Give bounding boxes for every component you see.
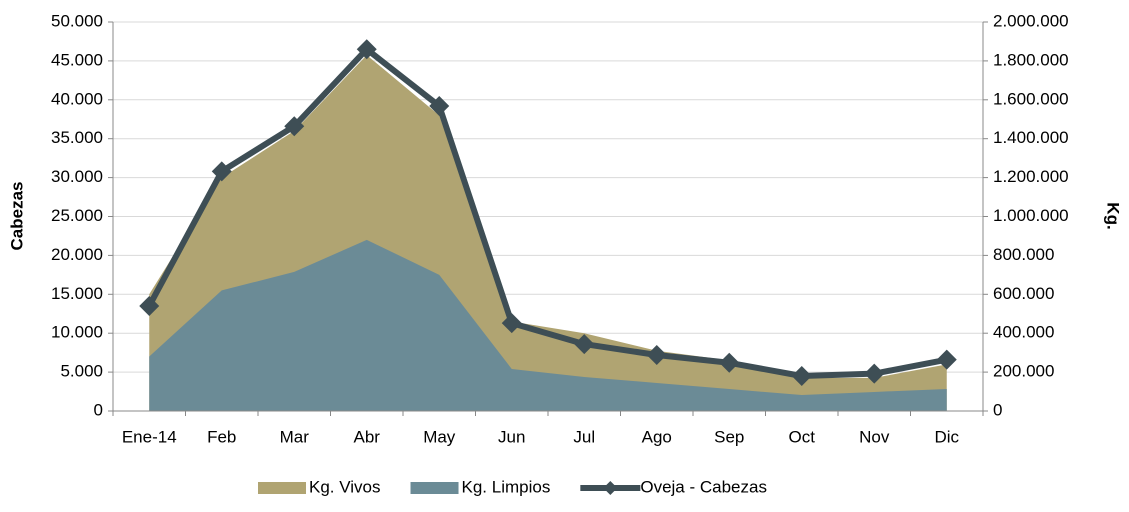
line-marker — [936, 349, 957, 370]
y2-tick-label: 1.200.000 — [993, 167, 1069, 186]
legend-swatch — [603, 481, 618, 495]
x-tick-label: Ene-14 — [122, 427, 177, 446]
x-tick-label: Nov — [859, 427, 890, 446]
y2-tick-label: 400.000 — [993, 323, 1054, 342]
y-tick-label: 50.000 — [51, 11, 103, 30]
line-marker — [429, 96, 450, 117]
y-tick-label: 15.000 — [51, 284, 103, 303]
line — [146, 46, 948, 379]
line-marker — [719, 352, 740, 373]
line-marker — [501, 313, 522, 334]
line-marker — [211, 161, 232, 182]
line-marker — [574, 334, 595, 355]
y2-tick-label: 600.000 — [993, 284, 1054, 303]
y-tick-label: 25.000 — [51, 206, 103, 225]
x-tick-label: May — [423, 427, 456, 446]
line-marker — [791, 365, 812, 386]
x-tick-label: Jul — [573, 427, 595, 446]
y-tick-label: 0 — [94, 400, 103, 419]
legend-swatch — [258, 482, 306, 494]
y-tick-label: 35.000 — [51, 128, 103, 147]
legend-label: Kg. Limpios — [462, 477, 551, 496]
y-tick-label: 30.000 — [51, 167, 103, 186]
y-tick-label: 10.000 — [51, 323, 103, 342]
y-tick-label: 5.000 — [60, 362, 103, 381]
x-tick-label: Sep — [714, 427, 744, 446]
y2-tick-label: 1.400.000 — [993, 128, 1069, 147]
y2-axis-label: Kg. — [1104, 202, 1123, 229]
y-axis-label: Cabezas — [7, 182, 26, 251]
line-marker — [284, 116, 305, 137]
y2-tick-label: 2.000.000 — [993, 11, 1069, 30]
x-tick-label: Mar — [280, 427, 310, 446]
x-tick-label: Oct — [789, 427, 816, 446]
x-tick-label: Dic — [934, 427, 959, 446]
y2-tick-label: 0 — [993, 400, 1002, 419]
y2-tick-label: 1.800.000 — [993, 50, 1069, 69]
y-tick-label: 40.000 — [51, 89, 103, 108]
line-marker — [356, 39, 377, 60]
x-tick-label: Feb — [207, 427, 236, 446]
legend-label: Kg. Vivos — [309, 477, 381, 496]
y2-tick-label: 200.000 — [993, 362, 1054, 381]
y-tick-label: 20.000 — [51, 245, 103, 264]
line-marker — [139, 295, 160, 316]
x-tick-label: Jun — [498, 427, 525, 446]
y2-tick-label: 1.600.000 — [993, 89, 1069, 108]
x-tick-label: Ago — [642, 427, 672, 446]
area — [149, 239, 947, 411]
y-tick-label: 45.000 — [51, 50, 103, 69]
legend-swatch — [410, 482, 459, 494]
x-tick-label: Abr — [354, 427, 381, 446]
legend-label: Oveja - Cabezas — [640, 477, 767, 496]
line-marker — [864, 363, 885, 384]
y2-tick-label: 800.000 — [993, 245, 1054, 264]
line-marker — [646, 344, 667, 365]
y2-tick-label: 1.000.000 — [993, 206, 1069, 225]
